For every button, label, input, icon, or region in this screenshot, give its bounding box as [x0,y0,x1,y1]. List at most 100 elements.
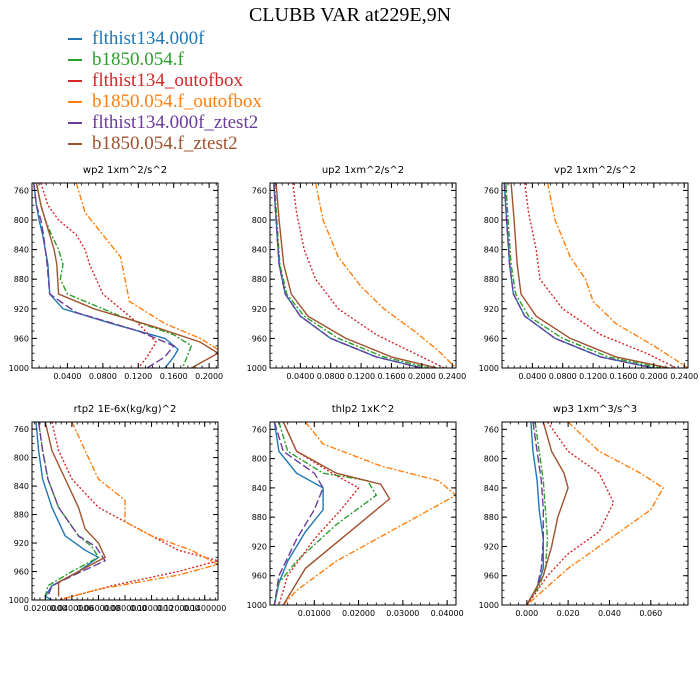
x-tick-label: 0.0800000 [103,604,146,613]
x-tick-label: 0.2000 [408,372,436,381]
x-tick-label: 0.04000 [431,609,464,618]
panel-title: rtp2 1E-6x(kg/kg)^2 [74,404,177,415]
series-line [37,422,100,597]
series-line [526,422,549,605]
y-tick-label: 880 [252,275,267,284]
x-tick-label: 0.040 [598,609,621,618]
series-line [58,422,218,600]
plot-frame [31,182,219,369]
y-tick-label: 800 [484,455,499,464]
series-line [35,183,218,368]
x-tick-label: 0.1200 [579,372,607,381]
x-tick-label: 0.1200000 [157,604,200,613]
y-tick-label: 840 [484,484,499,493]
legend-item: b1850.054.f [68,49,262,70]
y-tick-label: 960 [484,334,499,343]
legend-item: flthist134.000f [68,28,262,49]
panel-5: thlp2 1xK^2 760 800 840 880 920 960 1000 0.01000… [247,404,464,618]
legend-swatch [68,58,82,61]
y-tick-label: 800 [14,216,29,225]
series-line [37,422,107,597]
y-tick-label: 840 [14,482,29,491]
series-line [273,183,422,368]
y-tick-label: 840 [484,246,499,255]
panel-6: wp3 1xm^3/s^3 760 800 840 880 920 960 1000 0.000… [479,404,689,618]
series-line [526,422,544,605]
legend-item: flthist134_outofbox [68,70,262,91]
y-tick-label: 920 [252,542,267,551]
legend-label: b1850.054.f [92,49,184,70]
y-tick-label: 920 [14,305,29,314]
plot-frame [269,421,457,606]
y-tick-label: 800 [484,216,499,225]
panel-title: vp2 1xm^2/s^2 [554,165,636,176]
series-line [278,422,360,605]
y-tick-label: 1000 [247,601,267,610]
x-tick-label: 0.2000 [640,372,668,381]
plot-frame [501,182,689,369]
x-tick-label: 0.1200 [124,372,152,381]
series-line [524,183,677,368]
y-tick-label: 960 [252,572,267,581]
legend-label: b1850.054.f_ztest2 [92,133,238,154]
series-line [44,422,107,597]
y-tick-label: 960 [252,334,267,343]
y-tick-label: 760 [252,425,267,434]
series-line [526,422,569,605]
y-tick-label: 800 [14,454,29,463]
x-tick-label: 0.0400 [286,372,314,381]
figure-title: CLUBB VAR at229E,9N [248,4,452,26]
y-tick-label: 760 [14,425,29,434]
y-tick-label: 760 [484,186,499,195]
panel-title: wp3 1xm^3/s^3 [553,404,637,415]
x-tick-label: 0.02000 [342,609,375,618]
y-tick-label: 960 [484,572,499,581]
x-tick-label: 0.1400000 [183,604,226,613]
series-line [33,183,175,368]
legend-swatch [68,142,82,145]
x-tick-label: 0.0400 [53,372,81,381]
x-tick-label: 0.03000 [386,609,419,618]
legend-swatch [68,79,82,82]
x-tick-label: 0.1200 [347,372,375,381]
y-tick-label: 840 [252,484,267,493]
y-tick-label: 960 [14,568,29,577]
x-tick-label: 0.01000 [298,609,331,618]
y-tick-label: 800 [252,455,267,464]
y-tick-label: 920 [484,542,499,551]
x-tick-label: 0.060 [639,609,662,618]
series-line [282,422,456,605]
y-tick-label: 920 [14,539,29,548]
legend-item: flthist134.000f_ztest2 [68,112,262,133]
x-tick-label: 0.0800 [89,372,117,381]
panel-2: up2 1xm^2/s^2 760 800 840 880 920 960 1000 0.040… [247,165,467,381]
x-tick-label: 0.2400 [438,372,466,381]
y-tick-label: 760 [14,186,29,195]
x-tick-label: 0.2000 [195,372,223,381]
y-tick-label: 1000 [9,596,29,605]
legend-swatch [68,37,82,40]
panel-3: vp2 1xm^2/s^2 760 800 840 880 920 960 1000 0.040… [479,165,699,381]
x-tick-label: 0.1600 [377,372,405,381]
y-tick-label: 1000 [479,364,499,373]
series-line [510,183,670,368]
legend-swatch [68,100,82,103]
y-tick-label: 760 [252,186,267,195]
y-tick-label: 760 [484,425,499,434]
y-tick-label: 1000 [479,601,499,610]
x-tick-label: 0.0800 [549,372,577,381]
y-tick-label: 880 [484,275,499,284]
panel-title: thlp2 1xK^2 [332,404,395,415]
legend-label: flthist134_outofbox [92,70,243,91]
series-line [314,183,456,368]
y-tick-label: 1000 [9,364,29,373]
legend: flthist134.000f b1850.054.f flthist134_o… [68,28,262,154]
series-line [526,422,544,605]
series-line [503,183,654,368]
legend-label: flthist134.000f_ztest2 [92,112,259,133]
y-tick-label: 880 [252,513,267,522]
y-tick-label: 880 [484,513,499,522]
y-tick-label: 920 [484,305,499,314]
panel-4: rtp2 1E-6x(kg/kg)^2 760 800 840 880 920 960 100… [9,404,227,613]
y-tick-label: 880 [14,275,29,284]
